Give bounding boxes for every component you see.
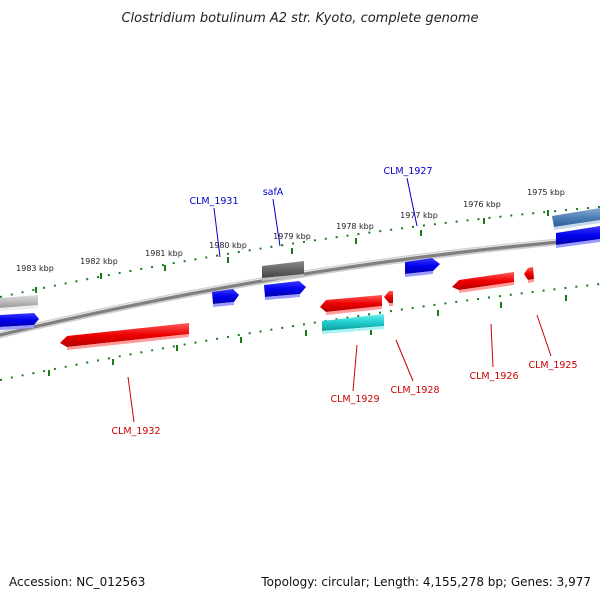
gene-label-clm-1929[interactable]: CLM_1929 <box>330 394 379 405</box>
reverse-genes <box>60 267 534 350</box>
gene-rna[interactable] <box>322 314 384 334</box>
gene-label-clm-1925[interactable]: CLM_1925 <box>528 360 577 371</box>
gene-clm-1931[interactable] <box>212 289 239 307</box>
gene-feature[interactable] <box>264 281 306 300</box>
major-ticks <box>35 210 549 293</box>
gene-feature[interactable] <box>0 313 39 330</box>
gene-clm-1932[interactable] <box>60 323 189 350</box>
accession-text: Accession: NC_012563 <box>9 575 145 589</box>
gene-clm-1928[interactable] <box>384 291 393 306</box>
genome-summary-text: Topology: circular; Length: 4,155,278 bp… <box>260 575 591 589</box>
gene-label-safa[interactable]: safA <box>263 187 284 198</box>
map-title: Clostridium botulinum A2 str. Kyoto, com… <box>121 11 478 26</box>
gene-feature[interactable] <box>556 226 600 248</box>
gene-label-clm-1932[interactable]: CLM_1932 <box>111 426 160 437</box>
gene-feature[interactable] <box>552 208 600 230</box>
leader-line <box>272 198 281 247</box>
leader-line <box>127 376 135 423</box>
scale-label: 1978 kbp <box>336 222 374 231</box>
gene-clm-1929[interactable] <box>320 295 382 315</box>
scale-label: 1980 kbp <box>209 241 247 250</box>
leader-line <box>536 314 552 357</box>
gene-label-clm-1931[interactable]: CLM_1931 <box>189 196 238 207</box>
scale-label: 1979 kbp <box>273 232 311 241</box>
scale-label: 1983 kbp <box>16 264 54 273</box>
gene-clm-1925[interactable] <box>524 267 534 283</box>
leader-line <box>406 177 418 227</box>
gene-clm-1927[interactable] <box>405 258 440 277</box>
label-leaders <box>127 177 552 423</box>
leader-line <box>395 339 414 382</box>
scale-label: 1975 kbp <box>527 188 565 197</box>
leader-line <box>213 207 221 258</box>
gene-feature[interactable] <box>0 295 38 311</box>
scale-label: 1977 kbp <box>400 211 438 220</box>
scale-label: 1976 kbp <box>463 200 501 209</box>
scale-label: 1981 kbp <box>145 249 183 258</box>
leader-line <box>490 323 494 368</box>
gene-label-clm-1928[interactable]: CLM_1928 <box>390 385 439 396</box>
forward-genes <box>0 208 600 330</box>
inner-scale <box>0 283 600 381</box>
gene-safa[interactable] <box>262 261 304 281</box>
scale-label: 1982 kbp <box>80 257 118 266</box>
gene-label-clm-1926[interactable]: CLM_1926 <box>469 371 518 382</box>
gene-label-clm-1927[interactable]: CLM_1927 <box>383 166 432 177</box>
outer-scale: 1983 kbp 1982 kbp 1981 kbp 1980 kbp 1979… <box>0 188 600 298</box>
gene-clm-1926[interactable] <box>452 272 514 293</box>
leader-line <box>352 344 358 392</box>
